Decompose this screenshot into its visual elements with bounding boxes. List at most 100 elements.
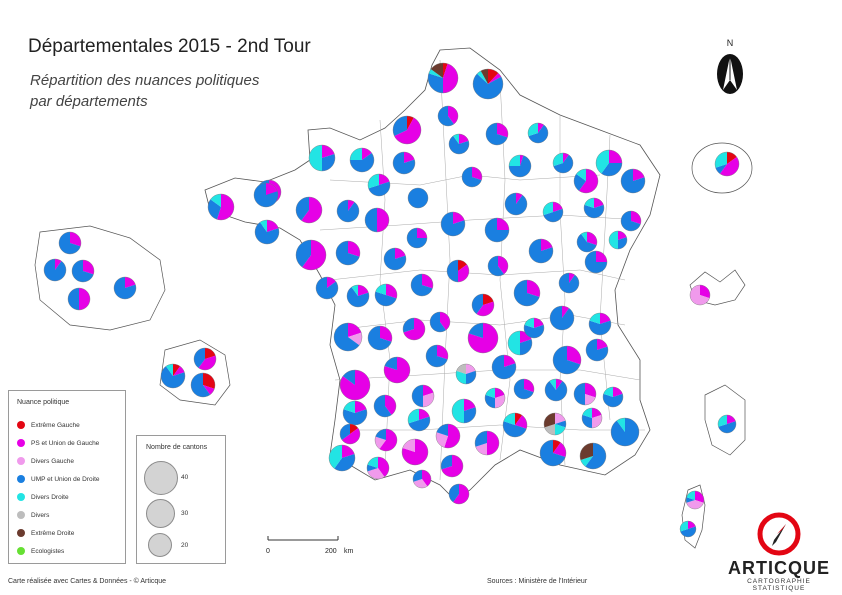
pie-slice	[55, 259, 62, 270]
pie-slice	[316, 277, 338, 300]
pie-slice	[585, 443, 607, 469]
pie-outline	[336, 199, 360, 223]
pie-slice	[690, 285, 710, 305]
pie-slice	[203, 385, 215, 395]
department-pie	[448, 483, 470, 505]
pie-slice	[688, 521, 696, 529]
pie-outline	[349, 147, 375, 173]
pie-slice	[483, 294, 494, 305]
legend-item: Extrême Droite	[17, 527, 74, 539]
department-pie	[160, 363, 186, 389]
department-pie	[207, 193, 235, 221]
pie-outline	[455, 363, 477, 385]
pie-slice	[553, 442, 566, 458]
pie-slice	[443, 63, 448, 78]
pie-slice	[485, 218, 509, 242]
department-pie	[412, 469, 432, 489]
pie-slice	[408, 409, 419, 424]
pie-slice	[208, 199, 221, 220]
pie-outline	[717, 414, 737, 434]
pie-slice	[302, 240, 327, 270]
pie-outline	[412, 469, 432, 489]
department-pie	[620, 168, 646, 194]
pie-slice	[555, 413, 566, 424]
pie-slice	[524, 379, 534, 393]
pie-outline	[315, 276, 339, 300]
pie-slice	[393, 152, 415, 174]
pie-slice	[621, 169, 645, 194]
pie-slice	[379, 429, 397, 452]
pie-slice	[301, 197, 322, 223]
pie-slice	[514, 280, 540, 306]
department-pie	[254, 219, 280, 245]
pie-slice	[476, 301, 495, 316]
pie-slice	[423, 385, 434, 396]
department-pie	[585, 338, 609, 362]
logo-tagline: CARTOGRAPHIE STATISTIQUE	[747, 578, 811, 592]
department-pie	[440, 454, 464, 478]
pie-slice	[544, 424, 555, 435]
pie-slice	[453, 134, 459, 144]
department-pie	[448, 133, 470, 155]
legend-item: Ecologistes	[17, 545, 64, 557]
legend-item: UMP et Union de Droite	[17, 473, 100, 485]
department-pie	[336, 199, 360, 223]
pie-outline	[333, 322, 363, 352]
department-pie	[373, 394, 397, 418]
department-pie	[113, 276, 137, 300]
pie-slice	[503, 421, 527, 437]
pie-slice	[497, 123, 508, 138]
pie-slice	[377, 208, 389, 232]
legend-item: Extrême Gauche	[17, 419, 80, 431]
pie-outline	[573, 382, 597, 406]
pie-slice	[528, 124, 548, 143]
legend-swatch	[17, 511, 25, 519]
pie-outline	[474, 430, 500, 456]
department-pie	[474, 430, 500, 456]
pie-outline	[373, 394, 397, 418]
pie-slice	[72, 260, 94, 282]
legend-label: Divers Gauche	[31, 457, 74, 465]
pie-outline	[254, 219, 280, 245]
pie-slice	[458, 264, 470, 282]
department-pie	[440, 211, 466, 237]
legend-label: Ecologistes	[31, 547, 65, 555]
legend-swatch	[17, 547, 25, 555]
pie-slice	[595, 150, 609, 174]
pie-slice	[373, 395, 392, 417]
size-legend-panel: Nombre de cantons 40 30 20	[136, 435, 226, 564]
pie-outline	[714, 151, 740, 177]
pie-outline	[581, 407, 603, 429]
pie-slice	[267, 220, 279, 232]
legend-swatch	[17, 529, 25, 537]
pie-slice	[613, 387, 623, 397]
pie-outline	[588, 312, 612, 336]
pie-slice	[553, 346, 581, 375]
department-pie	[685, 490, 705, 510]
department-pie	[410, 273, 434, 297]
pie-slice	[543, 202, 553, 216]
pie-slice	[600, 313, 611, 324]
pie-slice	[680, 521, 688, 532]
pie-slice	[452, 399, 464, 423]
pie-slice	[553, 202, 563, 212]
department-pie	[333, 322, 363, 352]
pie-slice	[589, 320, 611, 336]
pie-slice	[339, 424, 350, 440]
pie-slice	[514, 379, 534, 399]
logo-compass-icon	[757, 512, 801, 556]
department-pie	[335, 240, 361, 266]
pie-slice	[350, 424, 359, 434]
north-label: N	[727, 38, 734, 48]
pie-slice	[464, 399, 476, 411]
pie-slice	[609, 150, 622, 163]
pie-slice	[125, 277, 136, 288]
pie-slice	[585, 394, 596, 405]
pie-slice	[456, 370, 466, 384]
pie-outline	[427, 62, 459, 94]
pie-slice	[618, 237, 628, 249]
pie-slice	[443, 63, 459, 93]
pie-slice	[474, 431, 487, 447]
pie-slice	[368, 326, 392, 350]
pie-slice	[296, 197, 309, 221]
